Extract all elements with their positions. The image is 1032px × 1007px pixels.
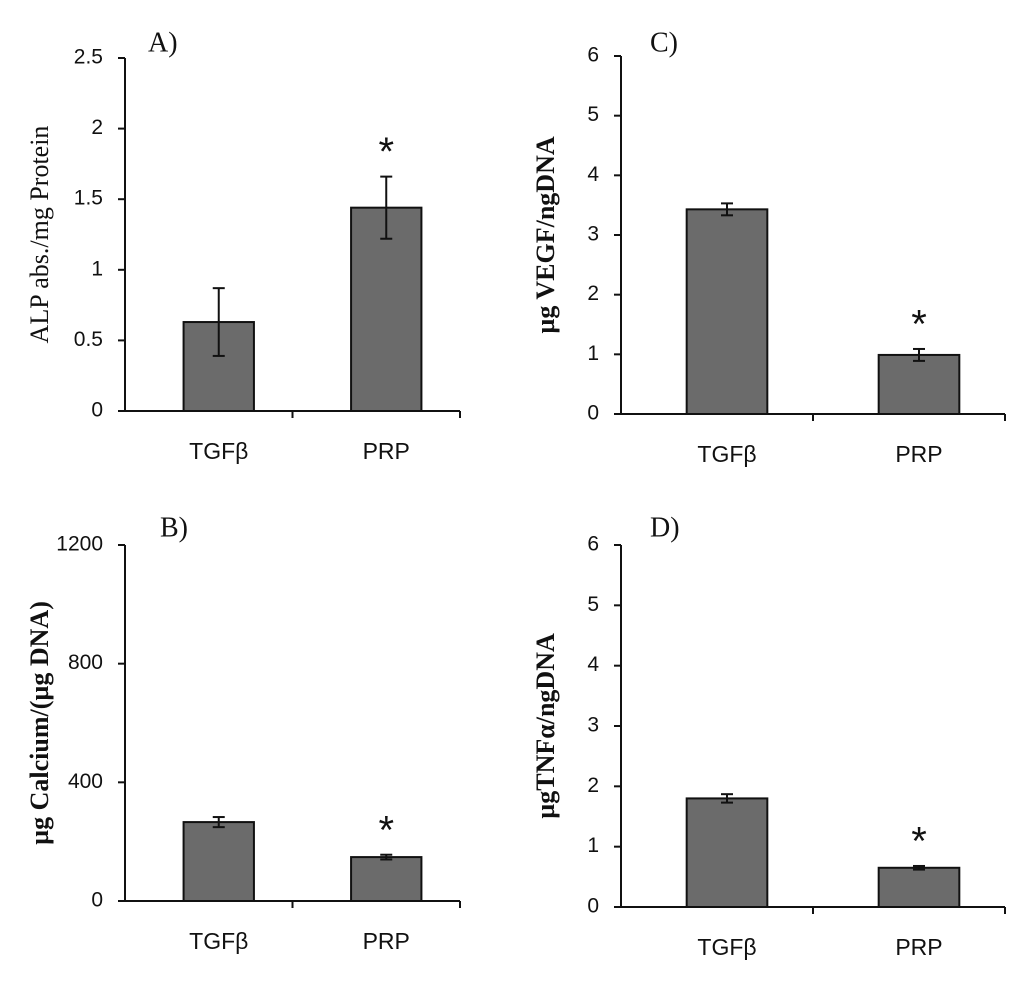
y-tick-label: 4 [587, 163, 599, 186]
bar [685, 208, 769, 415]
y-tick-label: 1 [587, 342, 599, 365]
y-tick-label: 2 [587, 282, 599, 305]
y-tick-label: 5 [587, 103, 599, 126]
y-tick-label: 1 [91, 257, 103, 280]
x-tick-label: TGFβ [697, 934, 756, 960]
significance-marker: * [911, 303, 927, 347]
x-tick-label: PRP [895, 934, 942, 960]
bar [182, 821, 255, 902]
x-tick-label: PRP [363, 438, 410, 464]
x-tick-label: TGFβ [189, 438, 248, 464]
y-axis-label: µg Calcium/(µg DNA) [25, 601, 54, 845]
x-tick-label: TGFβ [189, 928, 248, 954]
y-tick-label: 0 [587, 402, 599, 425]
y-tick-label: 3 [587, 714, 599, 737]
panel-title: A) [148, 27, 178, 58]
x-tick-label: PRP [895, 441, 942, 467]
panel-title: B) [160, 512, 188, 543]
x-tick-label: TGFβ [697, 441, 756, 467]
y-tick-label: 1.5 [74, 187, 103, 210]
y-tick-label: 5 [587, 593, 599, 616]
y-axis-label: ALP abs./mg Protein [25, 126, 54, 344]
y-tick-label: 2 [91, 116, 103, 139]
bar [877, 353, 961, 415]
panel-title: C) [650, 27, 678, 58]
bar [350, 856, 423, 902]
y-tick-label: 800 [68, 651, 103, 674]
x-tick-label: PRP [363, 928, 410, 954]
y-tick-label: 2.5 [74, 46, 103, 69]
panel-title: D) [650, 512, 680, 543]
y-tick-label: 0 [91, 889, 103, 912]
y-tick-label: 3 [587, 223, 599, 246]
bar [877, 866, 961, 908]
y-axis-label: µgTNFα/ngDNA [531, 633, 560, 819]
y-tick-label: 0.5 [74, 328, 103, 351]
significance-marker: * [378, 808, 394, 852]
bar [350, 206, 423, 412]
y-tick-label: 0 [587, 895, 599, 918]
y-axis-label: µg VEGF/ngDNA [531, 136, 560, 333]
y-tick-label: 6 [587, 533, 599, 556]
y-tick-label: 2 [587, 774, 599, 797]
significance-marker: * [378, 130, 394, 174]
bar [685, 797, 769, 909]
y-tick-label: 400 [68, 770, 103, 793]
y-tick-label: 4 [587, 653, 599, 676]
y-tick-label: 0 [91, 399, 103, 422]
y-tick-label: 1 [587, 834, 599, 857]
significance-marker: * [911, 820, 927, 864]
y-tick-label: 6 [587, 44, 599, 67]
y-tick-label: 1200 [56, 533, 103, 556]
